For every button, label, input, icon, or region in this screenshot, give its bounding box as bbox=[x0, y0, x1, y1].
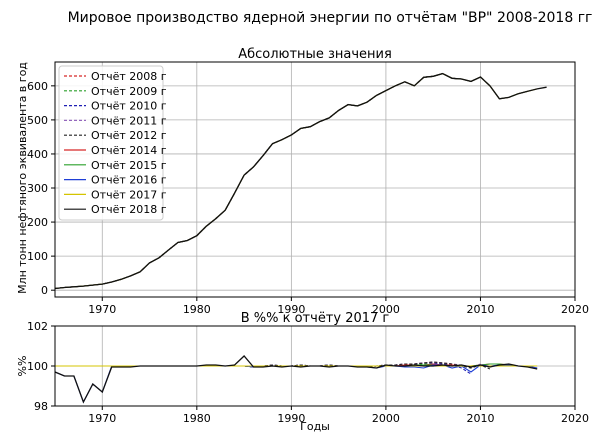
percent-chart: В %% к отчёту 2017 г %% Годы 1970 1980 199… bbox=[16, 311, 589, 433]
legend-box bbox=[58, 65, 164, 221]
y-tick-label: 200 bbox=[27, 216, 48, 229]
x-tick-label: 2000 bbox=[372, 303, 400, 316]
figure-title: Мировое производство ядерной энергии по … bbox=[68, 10, 593, 26]
x-tick-label: 1970 bbox=[88, 303, 116, 316]
x-tick-label: 1990 bbox=[277, 303, 305, 316]
top-axis-ticks: 1970 1980 1990 2000 2010 2020 0 100 200 300 400 500… bbox=[27, 80, 589, 316]
top-y-axis-label: Млн тонн нефтяного эквивалента в год bbox=[16, 62, 29, 294]
x-tick-label: 2010 bbox=[466, 303, 494, 316]
legend-entry: Отчёт 2009 г bbox=[91, 85, 167, 98]
y-tick-label: 100 bbox=[27, 250, 48, 263]
absolute-values-chart: Абсолютные значения Млн тонн нефтяного э… bbox=[16, 47, 589, 316]
x-tick-label: 1990 bbox=[277, 412, 305, 425]
series-line-10 bbox=[54, 72, 547, 290]
x-tick-label: 2010 bbox=[466, 412, 494, 425]
top-plot-frame bbox=[54, 61, 576, 298]
x-tick-label: 1970 bbox=[88, 412, 116, 425]
top-series-lines bbox=[54, 72, 547, 290]
legend-entry: Отчёт 2018 г bbox=[91, 203, 167, 216]
bottom-y-axis-label: %% bbox=[16, 356, 29, 377]
bottom-series-lines bbox=[54, 355, 538, 404]
x-tick-label: 2020 bbox=[561, 412, 589, 425]
y-tick-label: 102 bbox=[27, 320, 48, 333]
legend-entry: Отчёт 2010 г bbox=[91, 100, 167, 113]
legend-entry: Отчёт 2015 г bbox=[91, 159, 167, 172]
bottom-x-axis-label: Годы bbox=[300, 420, 330, 433]
top-chart-title: Абсолютные значения bbox=[238, 47, 392, 62]
bottom-chart-title: В %% к отчёту 2017 г bbox=[241, 311, 390, 326]
series-line-10 bbox=[54, 355, 538, 404]
y-tick-label: 400 bbox=[27, 148, 48, 161]
x-tick-label: 2000 bbox=[372, 412, 400, 425]
x-tick-label: 1980 bbox=[183, 412, 211, 425]
y-tick-label: 300 bbox=[27, 182, 48, 195]
legend-entry: Отчёт 2008 г bbox=[91, 70, 167, 83]
y-tick-label: 0 bbox=[41, 284, 48, 297]
legend-entry: Отчёт 2016 г bbox=[91, 174, 167, 187]
x-tick-label: 1980 bbox=[183, 303, 211, 316]
bottom-axis-ticks: 1970 1980 1990 2000 2010 2020 98 100 102 bbox=[27, 320, 589, 425]
legend-entry: Отчёт 2011 г bbox=[91, 114, 167, 127]
legend-entry: Отчёт 2012 г bbox=[91, 129, 167, 142]
x-tick-label: 2020 bbox=[561, 303, 589, 316]
y-tick-label: 100 bbox=[27, 360, 48, 373]
legend-entry: Отчёт 2014 г bbox=[91, 144, 167, 157]
y-tick-label: 98 bbox=[34, 400, 48, 413]
legend-entry: Отчёт 2017 г bbox=[91, 188, 167, 201]
y-tick-label: 500 bbox=[27, 114, 48, 127]
y-tick-label: 600 bbox=[27, 80, 48, 93]
